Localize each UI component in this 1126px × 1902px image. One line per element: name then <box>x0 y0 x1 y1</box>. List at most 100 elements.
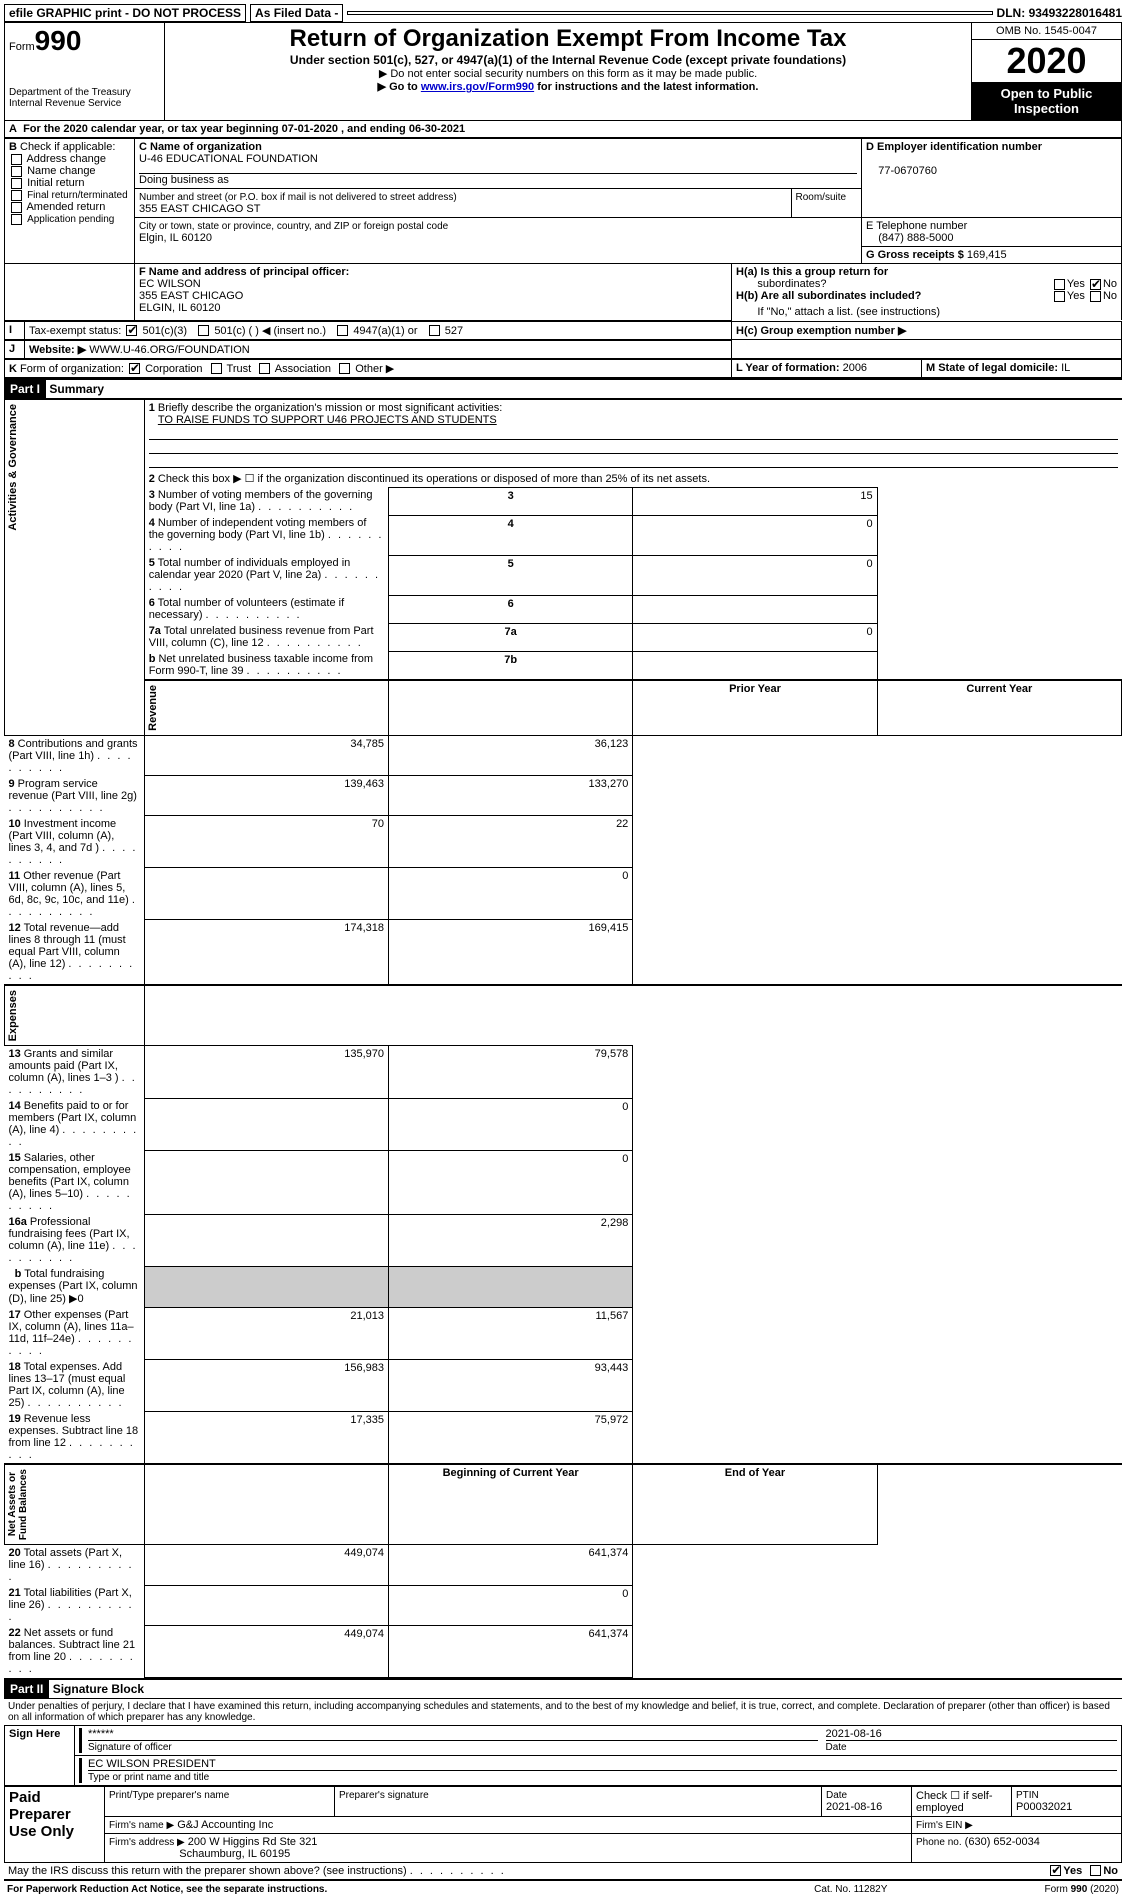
M-label: M State of legal domicile: <box>926 362 1058 374</box>
table-row: 8 Contributions and grants (Part VIII, l… <box>5 735 1122 776</box>
chk-pending[interactable] <box>11 214 22 225</box>
FH-block: F Name and address of principal officer:… <box>4 264 1122 321</box>
city-label: City or town, state or province, country… <box>139 221 448 232</box>
footer: For Paperwork Reduction Act Notice, see … <box>4 1881 1122 1898</box>
KLM-row: K Form of organization: Corporation Trus… <box>4 359 1122 378</box>
discuss-text: May the IRS discuss this return with the… <box>8 1865 407 1877</box>
street: 355 EAST CHICAGO ST <box>139 203 260 215</box>
table-row: 14 Benefits paid to or for members (Part… <box>5 1098 1122 1150</box>
footer-mid: Cat. No. 11282Y <box>763 1883 939 1896</box>
officer-name-title: EC WILSON PRESIDENT <box>88 1758 216 1770</box>
chk-501c[interactable] <box>198 325 209 336</box>
chk-assoc[interactable] <box>259 363 270 374</box>
omb: OMB No. 1545-0047 <box>972 23 1121 40</box>
sig-officer-label: Signature of officer <box>88 1742 172 1753</box>
part1-header: Part I Summary <box>4 378 1122 399</box>
officer-street: 355 EAST CHICAGO <box>139 290 243 302</box>
perjury-text: Under penalties of perjury, I declare th… <box>4 1699 1122 1725</box>
chk-trust[interactable] <box>211 363 222 374</box>
Hb-note: If "No," attach a list. (see instruction… <box>757 306 940 318</box>
chk-final[interactable] <box>11 190 22 201</box>
domicile: IL <box>1061 362 1070 374</box>
D-label: D Employer identification number <box>866 141 1042 153</box>
part2-header: Part II Signature Block <box>4 1678 1122 1699</box>
org-name: U-46 EDUCATIONAL FOUNDATION <box>139 153 318 165</box>
irs-link[interactable]: www.irs.gov/Form990 <box>421 81 534 93</box>
chk-corp[interactable] <box>129 363 140 374</box>
Hb-label: H(b) Are all subordinates included? <box>736 290 921 302</box>
firm-ein-label: Firm's EIN ▶ <box>916 1820 973 1831</box>
form-number: 990 <box>35 25 82 56</box>
mission: TO RAISE FUNDS TO SUPPORT U46 PROJECTS A… <box>158 414 497 426</box>
tax-year: 2020 <box>972 40 1121 82</box>
table-row: 16a Professional fundraising fees (Part … <box>5 1214 1122 1266</box>
dba-label: Doing business as <box>139 174 229 186</box>
chk-initial[interactable] <box>11 178 22 189</box>
C-name-label: C Name of organization <box>139 141 262 153</box>
paid-preparer-table: Paid Preparer Use Only Print/Type prepar… <box>4 1786 1122 1863</box>
row-A: A For the 2020 calendar year, or tax yea… <box>4 121 1122 138</box>
sig-stars: ****** <box>88 1728 114 1740</box>
table-row: 18 Total expenses. Add lines 13–17 (must… <box>5 1359 1122 1411</box>
footer-left: For Paperwork Reduction Act Notice, see … <box>6 1883 761 1896</box>
note1: ▶ Do not enter social security numbers o… <box>169 67 967 80</box>
Ha-yes[interactable] <box>1054 279 1065 290</box>
table-row: 9 Program service revenue (Part VIII, li… <box>5 776 1122 816</box>
officer-name: EC WILSON <box>139 278 201 290</box>
room-label: Room/suite <box>796 192 847 203</box>
chk-address[interactable] <box>11 154 22 165</box>
discuss-no[interactable] <box>1090 1865 1101 1876</box>
Ha-label: H(a) Is this a group return for <box>736 266 888 278</box>
table-row: 17 Other expenses (Part IX, column (A), … <box>5 1307 1122 1359</box>
discuss-row: May the IRS discuss this return with the… <box>4 1863 1122 1881</box>
as-filed: As Filed Data - <box>250 4 343 22</box>
officer-city: ELGIN, IL 60120 <box>139 302 221 314</box>
line1-label: Briefly describe the organization's miss… <box>158 402 502 414</box>
Hb-no[interactable] <box>1090 291 1101 302</box>
Ha-no[interactable] <box>1090 279 1101 290</box>
chk-amended[interactable] <box>11 202 22 213</box>
chk-501c3[interactable] <box>126 325 137 336</box>
firm-addr: 200 W Higgins Rd Ste 321 <box>188 1836 318 1848</box>
form-label: Form <box>9 41 35 53</box>
J-label: Website: ▶ <box>29 344 86 356</box>
tax-year-text: For the 2020 calendar year, or tax year … <box>23 123 465 135</box>
F-label: F Name and address of principal officer: <box>139 266 349 278</box>
table-row: 21 Total liabilities (Part X, line 26) 0 <box>5 1585 1122 1625</box>
part1-label: Part I <box>4 380 46 398</box>
note2: ▶ Go to www.irs.gov/Form990 for instruct… <box>169 80 967 93</box>
side-net: Net Assets or Fund Balances <box>5 1465 31 1544</box>
phone: (847) 888-5000 <box>878 232 953 244</box>
col-boy: Beginning of Current Year <box>389 1464 633 1545</box>
summary-table: Activities & Governance 1 Briefly descri… <box>4 399 1122 1678</box>
chk-name[interactable] <box>11 166 22 177</box>
table-row: 20 Total assets (Part X, line 16) 449,07… <box>5 1545 1122 1586</box>
dln: DLN: 93493228016481 <box>997 6 1122 20</box>
table-row: 19 Revenue less expenses. Subtract line … <box>5 1411 1122 1464</box>
dept: Department of the Treasury Internal Reve… <box>9 87 160 109</box>
B-label: Check if applicable: <box>20 141 115 153</box>
identity-block: B Check if applicable: Address change Na… <box>4 138 1122 264</box>
efile-notice: efile GRAPHIC print - DO NOT PROCESS <box>4 4 246 22</box>
part2-label: Part II <box>4 1680 49 1698</box>
open-public: Open to Public Inspection <box>972 82 1121 120</box>
header-table: Form990 Department of the Treasury Inter… <box>4 22 1122 121</box>
chk-527[interactable] <box>429 325 440 336</box>
Hc-label: H(c) Group exemption number ▶ <box>736 325 906 337</box>
line2: Check this box ▶ ☐ if the organization d… <box>158 473 710 485</box>
L-label: L Year of formation: <box>736 362 840 374</box>
K-label: Form of organization: <box>20 363 124 375</box>
city: Elgin, IL 60120 <box>139 232 212 244</box>
self-emp: Check ☐ if self-employed <box>912 1786 1012 1816</box>
main-title: Return of Organization Exempt From Incom… <box>169 25 967 53</box>
gross-receipts: 169,415 <box>967 249 1007 261</box>
chk-4947[interactable] <box>337 325 348 336</box>
chk-other[interactable] <box>339 363 350 374</box>
footer-right: Form 990 (2020) <box>941 1883 1120 1896</box>
Hb-yes[interactable] <box>1054 291 1065 302</box>
discuss-yes[interactable] <box>1050 1865 1061 1876</box>
side-exp: Expenses <box>5 986 21 1045</box>
G-label: G Gross receipts $ <box>866 249 964 261</box>
prep-sig-label: Preparer's signature <box>339 1790 429 1801</box>
E-label: E Telephone number <box>866 220 967 232</box>
